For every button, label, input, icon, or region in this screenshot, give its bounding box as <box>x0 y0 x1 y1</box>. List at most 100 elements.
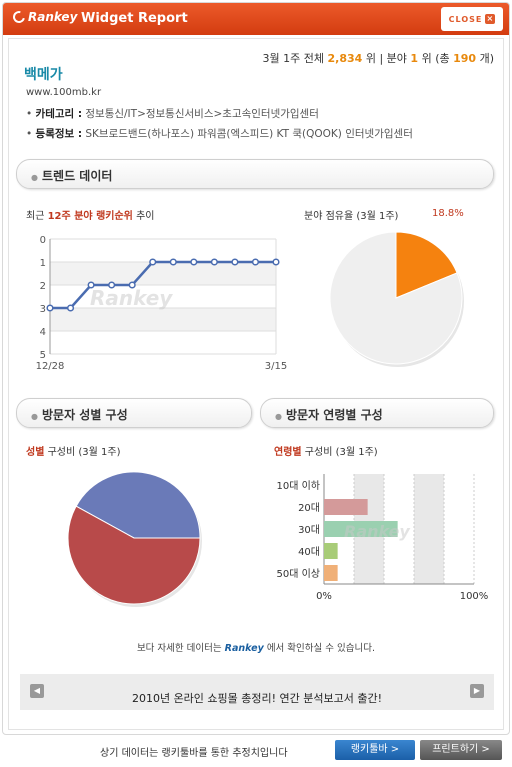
trend-xtick-label: 12/28 <box>36 361 65 372</box>
overall-label: 전체 <box>303 52 325 65</box>
trend-caption-post: 추이 <box>136 211 155 222</box>
age-category-label: 20대 <box>298 502 320 514</box>
rank-summary: 3월 1주 전체 2,834 위 | 분야 1 위 (총 190 개) <box>263 50 494 66</box>
trend-xtick-label: 3/15 <box>265 361 287 372</box>
banner-next-icon[interactable]: ▶ <box>470 684 484 698</box>
trend-caption-red: 12주 분야 랭키순위 <box>47 211 133 222</box>
trend-point <box>190 258 198 266</box>
more-post: 에서 확인하실 수 있습니다. <box>266 643 376 654</box>
trend-caption-pre: 최근 <box>26 211 45 222</box>
age-bar-chart: 10대 이하 20대 30대 40대 50대 이상 0% 100% <box>276 474 489 602</box>
age-category-label: 50대 이상 <box>276 568 320 580</box>
gender-section-title: 방문자 성별 구성 <box>41 408 128 422</box>
total-suffix: 개) <box>479 52 494 65</box>
age-category-label: 30대 <box>298 524 320 536</box>
banner-text[interactable]: 2010년 온라인 쇼핑몰 총정리! 연간 분석보고서 출간! <box>131 692 383 705</box>
age-bar <box>324 543 338 559</box>
total-prefix: (총 <box>435 52 450 65</box>
trend-point <box>169 258 177 266</box>
rank-divider: | <box>379 52 384 65</box>
trend-ytick-label: 4 <box>40 327 46 338</box>
trend-point <box>46 304 54 312</box>
age-caption-post: 구성비 (3월 1주) <box>304 447 378 458</box>
gender-caption-red: 성별 <box>26 447 45 458</box>
total-count: 190 <box>453 52 477 65</box>
banner-prev-icon[interactable]: ◀ <box>30 684 44 698</box>
gender-pie-chart <box>67 471 202 607</box>
age-xtick-label: 0% <box>316 591 332 602</box>
registration-row-value: SK브로드밴드(하나포스) 파워콤(엑스피드) KT 쿡(QOOK) 인터넷가입… <box>85 128 413 140</box>
widget-frame <box>2 2 510 735</box>
trend-point <box>210 258 218 266</box>
trend-point <box>231 258 239 266</box>
trend-ytick-label: 1 <box>40 258 46 269</box>
overall-rank: 2,834 <box>327 52 363 65</box>
trend-line-chart: 0 1 2 3 4 512/28 3/15 <box>36 235 288 372</box>
age-section-header: ● 방문자 연령별 구성 <box>260 398 494 428</box>
pie-slice <box>395 231 458 299</box>
pie-slice <box>67 505 201 605</box>
trend-ytick-label: 3 <box>40 304 46 315</box>
more-pre: 보다 자세한 데이터는 <box>136 643 222 654</box>
registration-row-label: 등록정보 : <box>35 128 83 140</box>
age-category-label: 40대 <box>298 546 320 558</box>
rankey-link[interactable]: Rankey <box>224 643 264 654</box>
pie-slice <box>75 471 201 539</box>
share-caption-text: 분야 점유율 (3월 1주) <box>304 211 399 222</box>
age-caption-red: 연령별 <box>274 447 302 458</box>
trend-ytick-label: 2 <box>40 281 46 292</box>
age-bar <box>324 521 398 537</box>
age-xtick-label: 100% <box>460 591 489 602</box>
close-label: CLOSE <box>448 14 483 24</box>
rankey-logo: Rankey <box>10 8 78 26</box>
close-button[interactable]: CLOSE × <box>441 7 503 31</box>
trend-band <box>50 262 276 285</box>
category-rank: 1 <box>410 52 419 65</box>
overall-unit: 위 <box>365 52 376 65</box>
site-name: 백메가 <box>24 67 63 83</box>
share-pie-chart <box>329 231 464 367</box>
age-bar <box>324 499 368 515</box>
share-value: 18.8% <box>432 208 464 219</box>
trend-point <box>149 258 157 266</box>
trend-ytick-label: 0 <box>40 235 46 246</box>
trend-band <box>50 308 276 331</box>
category-row-label: 카테고리 : <box>35 108 83 120</box>
site-url[interactable]: www.100mb.kr <box>26 87 102 98</box>
notice-banner: ◀ 2010년 온라인 쇼핑몰 총정리! 연간 분석보고서 출간! ▶ <box>20 674 494 710</box>
trend-section-header: ● 트렌드 데이터 <box>16 159 494 189</box>
trend-chart-caption: 최근 12주 분야 랭키순위 추이 <box>26 207 154 222</box>
trend-point <box>251 258 260 266</box>
trend-point <box>66 304 75 312</box>
pie-slice <box>329 231 463 365</box>
trend-section-title: 트렌드 데이터 <box>41 169 113 183</box>
gender-section-header: ● 방문자 성별 구성 <box>16 398 252 428</box>
trend-ytick-label: 5 <box>40 350 46 361</box>
category-unit: 위 <box>421 52 432 65</box>
estimate-note: 상기 데이터는 랭키툴바를 통한 추정치입니다 <box>100 748 288 759</box>
share-chart-caption: 분야 점유율 (3월 1주) <box>304 207 398 222</box>
print-button[interactable]: 프린트하기 > <box>420 740 502 760</box>
trend-point <box>128 281 136 289</box>
age-bar <box>324 565 338 581</box>
logo-text: Rankey <box>28 10 78 24</box>
title-bar: Rankey Widget Report CLOSE × <box>3 3 509 35</box>
trend-point <box>87 281 95 289</box>
registration-row: • 등록정보 : SK브로드밴드(하나포스) 파워콤(엑스피드) KT 쿡(QO… <box>26 128 413 140</box>
category-label: 분야 <box>386 52 407 65</box>
category-row-value: 정보통신/IT>정보통신서비스>초고속인터넷가입센터 <box>85 108 319 120</box>
trend-point <box>272 258 280 266</box>
age-chart-caption: 연령별 구성비 (3월 1주) <box>274 443 378 458</box>
rank-period: 3월 1주 <box>262 52 301 65</box>
category-row: • 카테고리 : 정보통신/IT>정보통신서비스>초고속인터넷가입센터 <box>26 108 319 120</box>
trend-point <box>108 281 116 289</box>
report-panel <box>8 38 504 730</box>
age-section-title: 방문자 연령별 구성 <box>285 408 383 422</box>
age-category-label: 10대 이하 <box>276 479 320 492</box>
gender-chart-caption: 성별 구성비 (3월 1주) <box>26 443 120 458</box>
close-icon: × <box>485 14 496 24</box>
age-band <box>414 474 444 584</box>
rankey-logo-icon <box>10 8 28 26</box>
rankey-toolbar-button[interactable]: 랭키툴바 > <box>335 740 415 760</box>
gender-caption-post: 구성비 (3월 1주) <box>47 447 121 458</box>
